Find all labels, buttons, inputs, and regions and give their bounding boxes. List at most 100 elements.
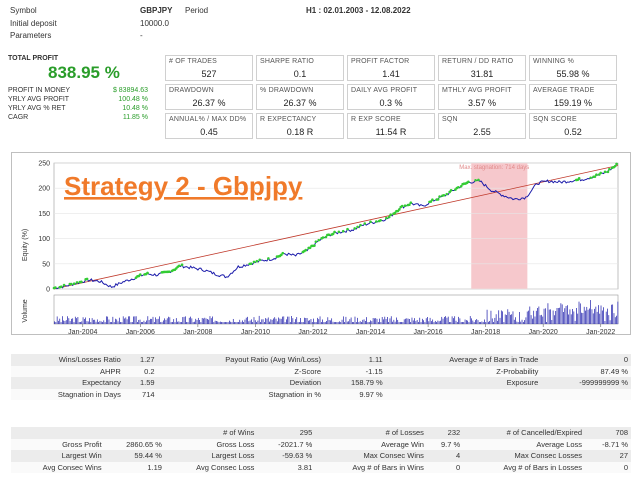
stats-cell: Z-Probability [385, 365, 542, 377]
equity-high-dot [341, 229, 345, 233]
equity-high-dot [69, 282, 73, 286]
metric-title: ANNUAL% / MAX DD% [169, 116, 247, 123]
stats-cell: 1.59 [123, 377, 158, 389]
x-tick-label: Jan-2004 [68, 329, 97, 336]
equity-high-dot [429, 200, 433, 203]
metric-cell: % DRAWDOWN 26.37 % [256, 84, 344, 110]
equity-high-dot [258, 258, 262, 262]
equity-high-dot [280, 253, 283, 257]
stats-table-ratios: Wins/Losses Ratio 1.27 Payout Ratio (Avg W… [11, 354, 631, 400]
equity-high-dot [599, 171, 603, 175]
equity-high-dot [445, 192, 449, 196]
stats-cell: 1.27 [123, 354, 158, 366]
stats-cell [104, 427, 165, 439]
equity-high-dot [317, 238, 321, 242]
x-tick-label: Jan-2008 [183, 329, 212, 336]
metric-value: 3.57 % [467, 98, 497, 108]
equity-high-dot [442, 193, 446, 197]
stats-cell: Expectancy [11, 377, 124, 389]
metric-value: 0.1 [293, 69, 307, 79]
metric-value: 0.3 % [379, 98, 403, 108]
equity-chart-svg: Max. stagnation: 714 days 0 50 100 150 200 25… [22, 161, 619, 336]
equity-high-dot [615, 162, 618, 166]
metric-value: 159.19 % [553, 98, 593, 108]
stats-cell: AHPR [11, 365, 124, 377]
stats-cell: 27 [585, 450, 631, 462]
stats-cell: # of Cancelled/Expired [463, 427, 586, 439]
metric-title: DRAWDOWN [169, 87, 214, 94]
equity-high-dot [359, 223, 362, 227]
metric-value: 1.41 [382, 69, 400, 79]
stats-table-trades: # of Wins 295 # of Losses 232 # of Cancelled… [11, 427, 631, 473]
equity-high-dot [398, 208, 401, 211]
chart-overlay-title: Strategy 2 - Gbpjpy [64, 171, 303, 201]
stats-cell: -8.71 % [585, 438, 631, 450]
equity-high-dot [353, 227, 357, 230]
equity-high-dot [474, 178, 477, 182]
stats-cell: -59.63 % [257, 450, 316, 462]
stagnation-region [471, 163, 528, 289]
equity-high-dot [595, 173, 598, 176]
metric-title: RETURN / DD RATIO [442, 58, 514, 65]
metric-title: R EXPECTANCY [260, 116, 317, 123]
equity-high-dot [374, 220, 378, 223]
equity-high-dot [59, 285, 63, 289]
stats-cell: 295 [257, 427, 316, 439]
x-tick-label: Jan-2012 [298, 329, 327, 336]
stats-cell: 158.79 % [324, 377, 386, 389]
initial-deposit-label: Initial deposit [10, 19, 57, 28]
equity-high-dot [593, 175, 597, 178]
symbol-label: Symbol [10, 6, 37, 15]
metric-value: 26.37 % [192, 98, 226, 108]
x-tick-label: Jan-2010 [241, 329, 270, 336]
metric-title: # OF TRADES [169, 58, 217, 65]
stagnation-label: Max. stagnation: 714 days [459, 165, 529, 171]
period-value: H1 : 02.01.2003 - 12.08.2022 [306, 6, 411, 15]
stats-cell: 87.49 % [541, 365, 631, 377]
equity-high-dot [400, 204, 404, 208]
equity-high-dot [308, 246, 312, 250]
chart-gridlines [54, 162, 618, 290]
stats-cell: Avg Consec Wins [11, 461, 105, 473]
stats-cell: Largest Win [11, 450, 105, 462]
equity-high-dot [327, 233, 331, 236]
stats-cell: Gross Profit [11, 438, 105, 450]
equity-high-dot [85, 277, 89, 281]
stats-cell: Max Consec Losses [463, 450, 586, 462]
stats-cell: Exposure [385, 377, 542, 389]
parameters-label: Parameters [10, 31, 52, 40]
stats-cell: Payout Ratio (Avg Win/Loss) [157, 354, 325, 366]
equity-highs [52, 162, 618, 290]
stats-cell: Max Consec Wins [315, 450, 427, 462]
stats-cell: 0 [585, 461, 631, 473]
equity-high-dot [331, 232, 335, 236]
metric-cell: SHARPE RATIO 0.1 [256, 55, 344, 81]
y-tick-label: 50 [42, 261, 50, 268]
stats-row: Gross Profit 2860.65 % Gross Loss -2021.7 %… [11, 438, 631, 450]
equity-high-dot [146, 271, 149, 275]
equity-high-dot [304, 248, 308, 252]
equity-high-dot [363, 222, 367, 225]
y-tick-label: 200 [38, 186, 50, 193]
equity-high-dot [409, 201, 413, 204]
y-axis-ticks: 0 50 100 150 200 250 [38, 161, 50, 294]
metric-title: WINNING % [533, 58, 575, 65]
metric-cell: SQN SCORE 0.52 [529, 113, 617, 139]
equity-high-dot [346, 227, 349, 231]
metric-title: R EXP SCORE [351, 116, 401, 123]
stats-cell: 59.44 % [104, 450, 165, 462]
equity-high-dot [356, 225, 359, 229]
volume-axis-label: Volume [22, 299, 29, 322]
stats-cell: Z-Score [157, 365, 325, 377]
metric-cell: DRAWDOWN 26.37 % [165, 84, 253, 110]
y-axis-label: Equity (%) [22, 229, 29, 261]
stats-cell: Average Win [315, 438, 427, 450]
stats-cell: Stagnation in Days [11, 388, 124, 400]
metric-cell: RETURN / DD RATIO 31.81 [438, 55, 526, 81]
stats-cell: -999999999 % [541, 377, 631, 389]
stats-cell: -1.15 [324, 365, 386, 377]
stats-cell: 1.19 [104, 461, 165, 473]
stats-cell: Average Loss [463, 438, 586, 450]
equity-high-dot [608, 167, 611, 171]
equity-high-dot [324, 235, 328, 239]
